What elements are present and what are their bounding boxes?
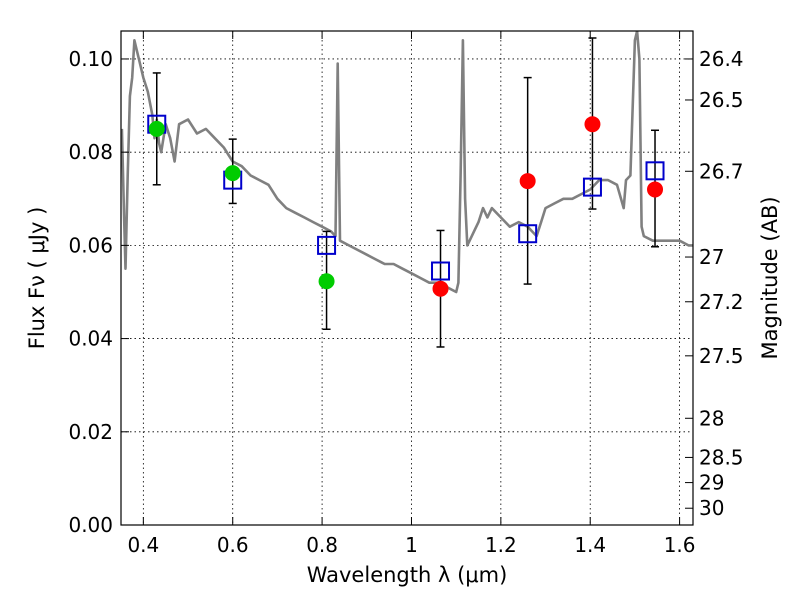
y-axis-label: Flux Fν ( μJy )	[25, 207, 49, 350]
magnitude-tick-label: 27	[699, 245, 724, 269]
y-tick-label: 0.04	[68, 327, 113, 351]
magnitude-tick-label: 30	[699, 496, 724, 520]
y-tick-label: 0.00	[68, 513, 113, 537]
magnitude-tick-label: 26.4	[699, 47, 744, 71]
x-tick-labels: 0.4 0.6 0.8 1 1.2 1.4 1.6	[127, 533, 695, 557]
y-tick-label: 0.06	[68, 233, 113, 257]
magnitude-tick-label: 28	[699, 406, 724, 430]
y-tick-labels: 0.00 0.02 0.04 0.06 0.08 0.10	[68, 47, 113, 537]
observed-flux-point	[148, 120, 165, 137]
magnitude-tick-label: 28.5	[699, 445, 744, 469]
model-photometry-square	[582, 177, 602, 197]
observed-flux-point	[584, 116, 601, 133]
model-photometry-square	[317, 235, 337, 255]
model-photometry-square	[518, 224, 538, 244]
observed-flux-point	[318, 273, 335, 290]
observed-flux-point	[519, 173, 536, 190]
y-tick-label: 0.10	[68, 47, 113, 71]
y-tick-label: 0.02	[68, 420, 113, 444]
magnitude-tick-label: 26.7	[699, 159, 744, 183]
y2-axis-label: Magnitude (AB)	[758, 196, 782, 359]
x-tick-label: 1.2	[485, 533, 517, 557]
plot-frame	[120, 30, 694, 526]
observed-flux-point	[432, 280, 449, 297]
observed-flux-point	[224, 165, 241, 182]
x-tick-label: 0.6	[217, 533, 249, 557]
x-tick-label: 0.4	[127, 533, 159, 557]
magnitude-tick-label: 27.2	[699, 290, 744, 314]
x-axis-label: Wavelength λ (μm)	[307, 563, 508, 587]
magnitude-tick-label: 29	[699, 471, 724, 495]
x-tick-label: 1.4	[574, 533, 606, 557]
model-photometry-square	[645, 161, 665, 181]
observed-flux-point	[647, 181, 664, 198]
x-tick-label: 1.6	[664, 533, 696, 557]
x-tick-label: 1	[405, 533, 418, 557]
axis-ticks	[121, 31, 693, 526]
data-markers	[147, 114, 665, 297]
model-photometry-square	[431, 261, 451, 281]
x-tick-label: 0.8	[306, 533, 338, 557]
magnitude-tick-label: 27.5	[699, 344, 744, 368]
y-tick-label: 0.08	[68, 140, 113, 164]
magnitude-tick-label: 26.5	[699, 88, 744, 112]
